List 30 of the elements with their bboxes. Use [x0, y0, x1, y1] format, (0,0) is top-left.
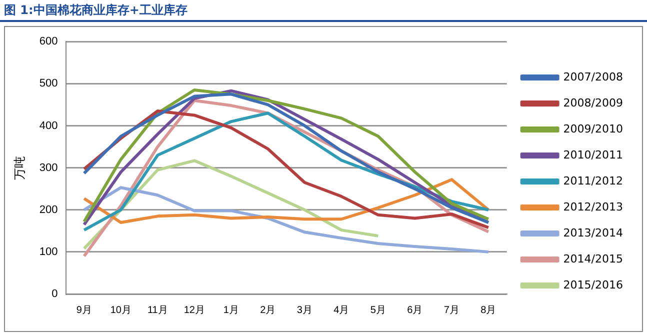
legend-label: 2014/2015 [563, 252, 624, 266]
x-tick-label: 12月 [184, 304, 205, 316]
legend-label: 2015/2016 [563, 278, 624, 292]
legend-label: 2009/2010 [563, 122, 624, 136]
x-tick-label: 5月 [370, 304, 386, 316]
legend-label: 2013/2014 [563, 226, 624, 240]
legend-label: 2007/2008 [563, 70, 624, 84]
y-tick-label: 500 [39, 78, 58, 90]
y-tick-label: 600 [39, 36, 58, 48]
x-tick-label: 9月 [76, 304, 92, 316]
legend-label: 2011/2012 [563, 174, 624, 188]
y-tick-label: 100 [39, 246, 58, 258]
y-tick-label: 300 [39, 162, 58, 174]
x-tick-label: 4月 [334, 304, 350, 316]
y-tick-label: 400 [39, 120, 58, 132]
legend-label: 2012/2013 [563, 200, 624, 214]
legend-label: 2008/2009 [563, 96, 624, 110]
x-tick-label: 6月 [407, 304, 423, 316]
y-tick-label: 0 [52, 288, 58, 300]
x-tick-label: 11月 [147, 304, 168, 316]
legend-label: 2010/2011 [563, 148, 624, 162]
x-tick-label: 1月 [223, 304, 239, 316]
x-tick-label: 10月 [110, 304, 132, 316]
x-tick-label: 3月 [296, 304, 312, 316]
x-tick-label: 8月 [480, 304, 496, 316]
chart-title: 图 1:中国棉花商业库存+工业库存 [4, 2, 188, 19]
y-axis-title: 万吨 [12, 156, 27, 180]
x-tick-label: 2月 [260, 304, 276, 316]
y-tick-label: 200 [39, 204, 58, 216]
x-tick-label: 7月 [444, 304, 460, 316]
